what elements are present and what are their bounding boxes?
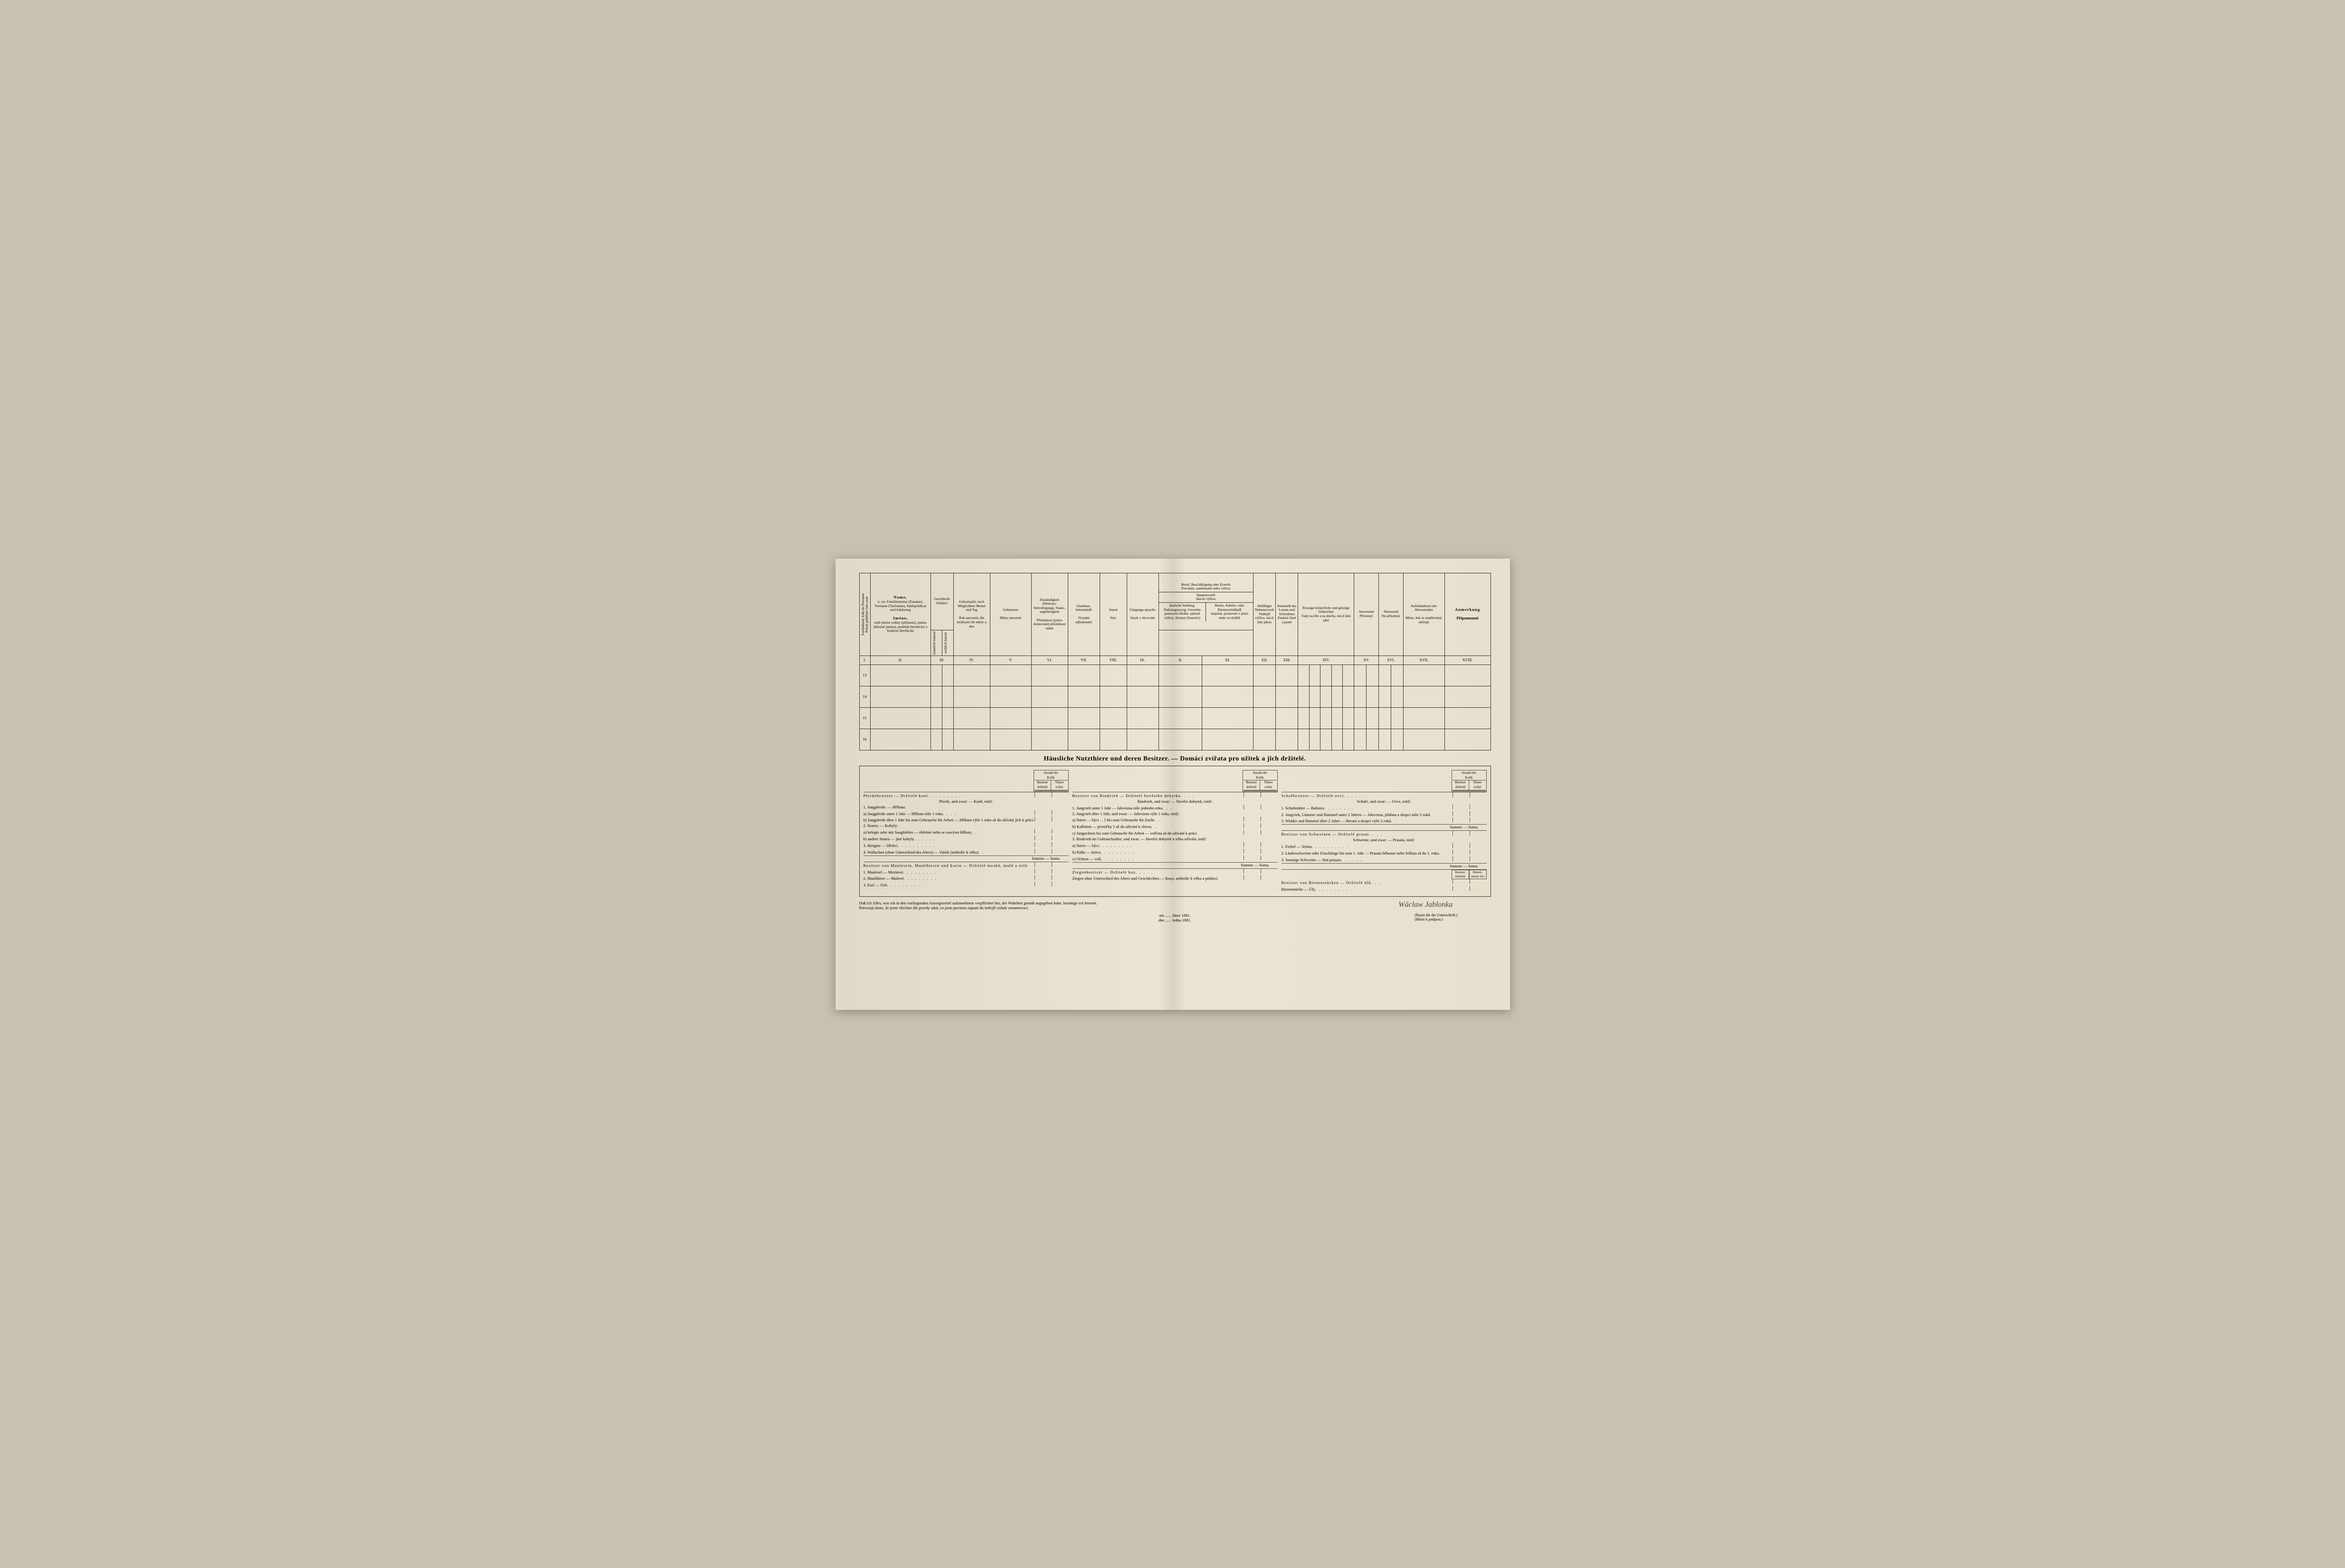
col-V-header: GeburtsortMísto narození [990, 573, 1031, 656]
signature: Wáclaw Jablonka [1398, 901, 1453, 909]
census-table: Fortlaufende Zahl der PersonenPořadí prů… [859, 573, 1491, 751]
col-IV-header: Geburtsjahr, nach Möglichkeit Monat und … [953, 573, 990, 656]
table-row: 14 [859, 686, 1491, 707]
livestock-col-sheep-pigs: Anzahl derKolikBesitzerdržitelůThierezví… [1282, 770, 1487, 893]
col-XV-header: AnwesendPřítomný [1354, 573, 1379, 656]
col-XII-header: Allfälliger NebenerwerbVedlejší výživa, … [1253, 573, 1275, 656]
col-XVIII-header: AnmerkungPřipomenutí [1444, 573, 1491, 656]
table-body: 13 14 15 16 [859, 665, 1491, 750]
table-row: 16 [859, 729, 1491, 750]
mini-header: Anzahl derKolikBesitzerdržitelůThierezví… [1034, 770, 1069, 792]
table-row: 13 [859, 665, 1491, 686]
col-VII-header: Glaubens-bekenntnißVyznání náboženské [1068, 573, 1100, 656]
col-XIV-header: Etwaige körperliche und geistige Gebrech… [1298, 573, 1354, 656]
mini-header: Anzahl derKolikBesitzerdržitelůThierezví… [1243, 770, 1278, 792]
col-III-w: weiblich ženské [944, 632, 948, 654]
mini-header: Anzahl derKolikBesitzerdržitelůThierezví… [1452, 770, 1487, 792]
col-XVI-header: AbwesendNe-přítomný [1378, 573, 1403, 656]
roman-numerals-row: I.II.III. IV.V.VI. VII.VIII.IX. X.XI.XII… [859, 656, 1491, 665]
col-X-XI-header: Beruf, Beschäftigung oder ErwerbPovolání… [1158, 573, 1253, 630]
col-III-m: männlich mužské [932, 631, 936, 655]
col-XIII-header: Kenntniß des Lesens und SchreibensZnalos… [1276, 573, 1298, 656]
livestock-section-title: Häusliche Nutzthiere und deren Besitzer.… [859, 755, 1491, 763]
signature-caption: (Raum für die Unterschrift.)(Místo k pod… [1415, 913, 1457, 922]
livestock-section: Anzahl derKolikBesitzerdržitelůThierezví… [859, 766, 1491, 897]
col-XVII-header: Aufenthaltsort des AbwesendenMísto, kde … [1403, 573, 1444, 656]
col-VI-header: Zuständigkeit (Heimats-berechtigung), St… [1031, 573, 1068, 656]
table-row: 15 [859, 707, 1491, 729]
col-III-header: GeschlechtPohlaví [930, 573, 953, 630]
footer: Daß ich Alles, was ich in den vorliegend… [859, 901, 1491, 922]
livestock-col-horses: Anzahl derKolikBesitzerdržitelůThierezví… [864, 770, 1069, 893]
livestock-col-cattle: Anzahl derKolikBesitzerdržitelůThierezví… [1073, 770, 1278, 893]
col-I-header: Fortlaufende Zahl der PersonenPořadí prů… [861, 593, 869, 635]
col-II-header: Name, u. zw. Familienname (Zuname), Vorn… [870, 573, 930, 656]
document-page: Fortlaufende Zahl der PersonenPořadí prů… [835, 559, 1510, 1010]
col-VIII-header: StandStav [1100, 573, 1127, 656]
col-IX-header: Umgangs-spracheJazyk v obcování [1127, 573, 1158, 656]
